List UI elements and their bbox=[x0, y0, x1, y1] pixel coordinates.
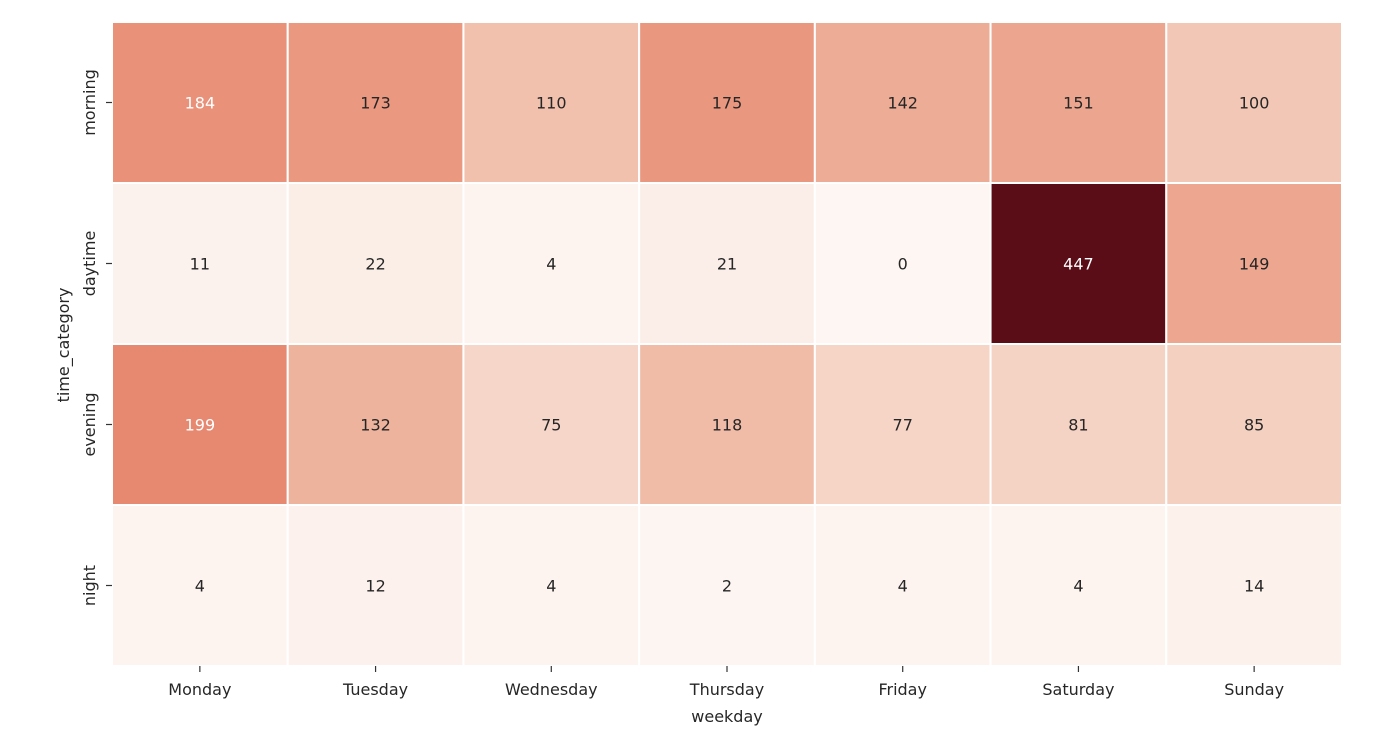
cell-value-label: 12 bbox=[365, 577, 385, 596]
cell-value-label: 199 bbox=[185, 416, 216, 435]
x-tick-label-sunday: Sunday bbox=[1224, 680, 1284, 699]
heatmap-cell-daytime-wednesday bbox=[462, 182, 641, 345]
heatmap-cell-morning-friday bbox=[813, 21, 992, 184]
cell-value-label: 151 bbox=[1063, 94, 1094, 113]
heatmap-cell-evening-friday bbox=[813, 343, 992, 506]
cell-value-label: 173 bbox=[360, 94, 391, 113]
cell-value-label: 75 bbox=[541, 416, 561, 435]
heatmap-cell-daytime-sunday bbox=[1165, 182, 1344, 345]
y-tick-label-night: night bbox=[80, 565, 99, 606]
y-tick-label-evening: evening bbox=[80, 392, 99, 456]
cell-value-label: 118 bbox=[712, 416, 743, 435]
cell-value-label: 4 bbox=[195, 577, 205, 596]
heatmap-cell-night-sunday bbox=[1165, 504, 1344, 667]
cell-value-label: 81 bbox=[1068, 416, 1088, 435]
heatmap-cell-morning-thursday bbox=[638, 21, 816, 184]
heatmap-cell-evening-saturday bbox=[989, 343, 1168, 506]
cell-value-label: 4 bbox=[898, 577, 908, 596]
heatmap-cell-morning-wednesday bbox=[462, 21, 641, 184]
cell-value-label: 2 bbox=[722, 577, 732, 596]
y-axis-ticks: morning daytime evening night bbox=[80, 69, 112, 606]
x-axis-ticks: Monday Tuesday Wednesday Thursday Friday Satu… bbox=[168, 666, 1284, 699]
cell-value-label: 77 bbox=[893, 416, 913, 435]
cell-value-label: 100 bbox=[1239, 94, 1270, 113]
heatmap-cell-evening-sunday bbox=[1165, 343, 1344, 506]
cell-value-label: 110 bbox=[536, 94, 567, 113]
heatmap-cell-night-monday bbox=[111, 504, 289, 667]
x-tick-label-saturday: Saturday bbox=[1042, 680, 1114, 699]
cell-value-label: 4 bbox=[1073, 577, 1083, 596]
heatmap-cell-night-tuesday bbox=[286, 504, 465, 667]
cell-value-label: 447 bbox=[1063, 255, 1094, 274]
cell-value-label: 132 bbox=[360, 416, 391, 435]
x-tick-label-friday: Friday bbox=[878, 680, 927, 699]
heatmap-cell-daytime-saturday bbox=[989, 182, 1168, 345]
cell-value-label: 4 bbox=[546, 255, 556, 274]
heatmap-cell-daytime-friday bbox=[813, 182, 992, 345]
cell-value-label: 175 bbox=[712, 94, 743, 113]
cell-value-label: 184 bbox=[185, 94, 216, 113]
x-tick-label-thursday: Thursday bbox=[689, 680, 764, 699]
heatmap-cell-night-thursday bbox=[638, 504, 816, 667]
x-axis-label: weekday bbox=[691, 707, 762, 726]
heatmap-cell-morning-tuesday bbox=[286, 21, 465, 184]
x-tick-label-tuesday: Tuesday bbox=[342, 680, 408, 699]
heatmap-cell-evening-wednesday bbox=[462, 343, 641, 506]
cell-value-label: 149 bbox=[1239, 255, 1270, 274]
x-tick-label-wednesday: Wednesday bbox=[505, 680, 598, 699]
y-axis-label: time_category bbox=[54, 288, 74, 403]
y-tick-label-morning: morning bbox=[80, 69, 99, 136]
heatmap-cell-morning-saturday bbox=[989, 21, 1168, 184]
y-tick-label-daytime: daytime bbox=[80, 231, 99, 297]
heatmap-cell-night-saturday bbox=[989, 504, 1168, 667]
cell-value-label: 14 bbox=[1244, 577, 1264, 596]
cell-value-label: 142 bbox=[887, 94, 918, 113]
cell-value-label: 0 bbox=[898, 255, 908, 274]
cell-value-label: 11 bbox=[190, 255, 210, 274]
heatmap-cells bbox=[111, 21, 1344, 667]
cell-value-label: 4 bbox=[546, 577, 556, 596]
cell-value-label: 85 bbox=[1244, 416, 1264, 435]
cell-value-label: 22 bbox=[365, 255, 385, 274]
cell-value-label: 21 bbox=[717, 255, 737, 274]
heatmap-cell-evening-thursday bbox=[638, 343, 816, 506]
heatmap-cell-evening-tuesday bbox=[286, 343, 465, 506]
heatmap-cell-morning-monday bbox=[111, 21, 289, 184]
x-tick-label-monday: Monday bbox=[168, 680, 231, 699]
